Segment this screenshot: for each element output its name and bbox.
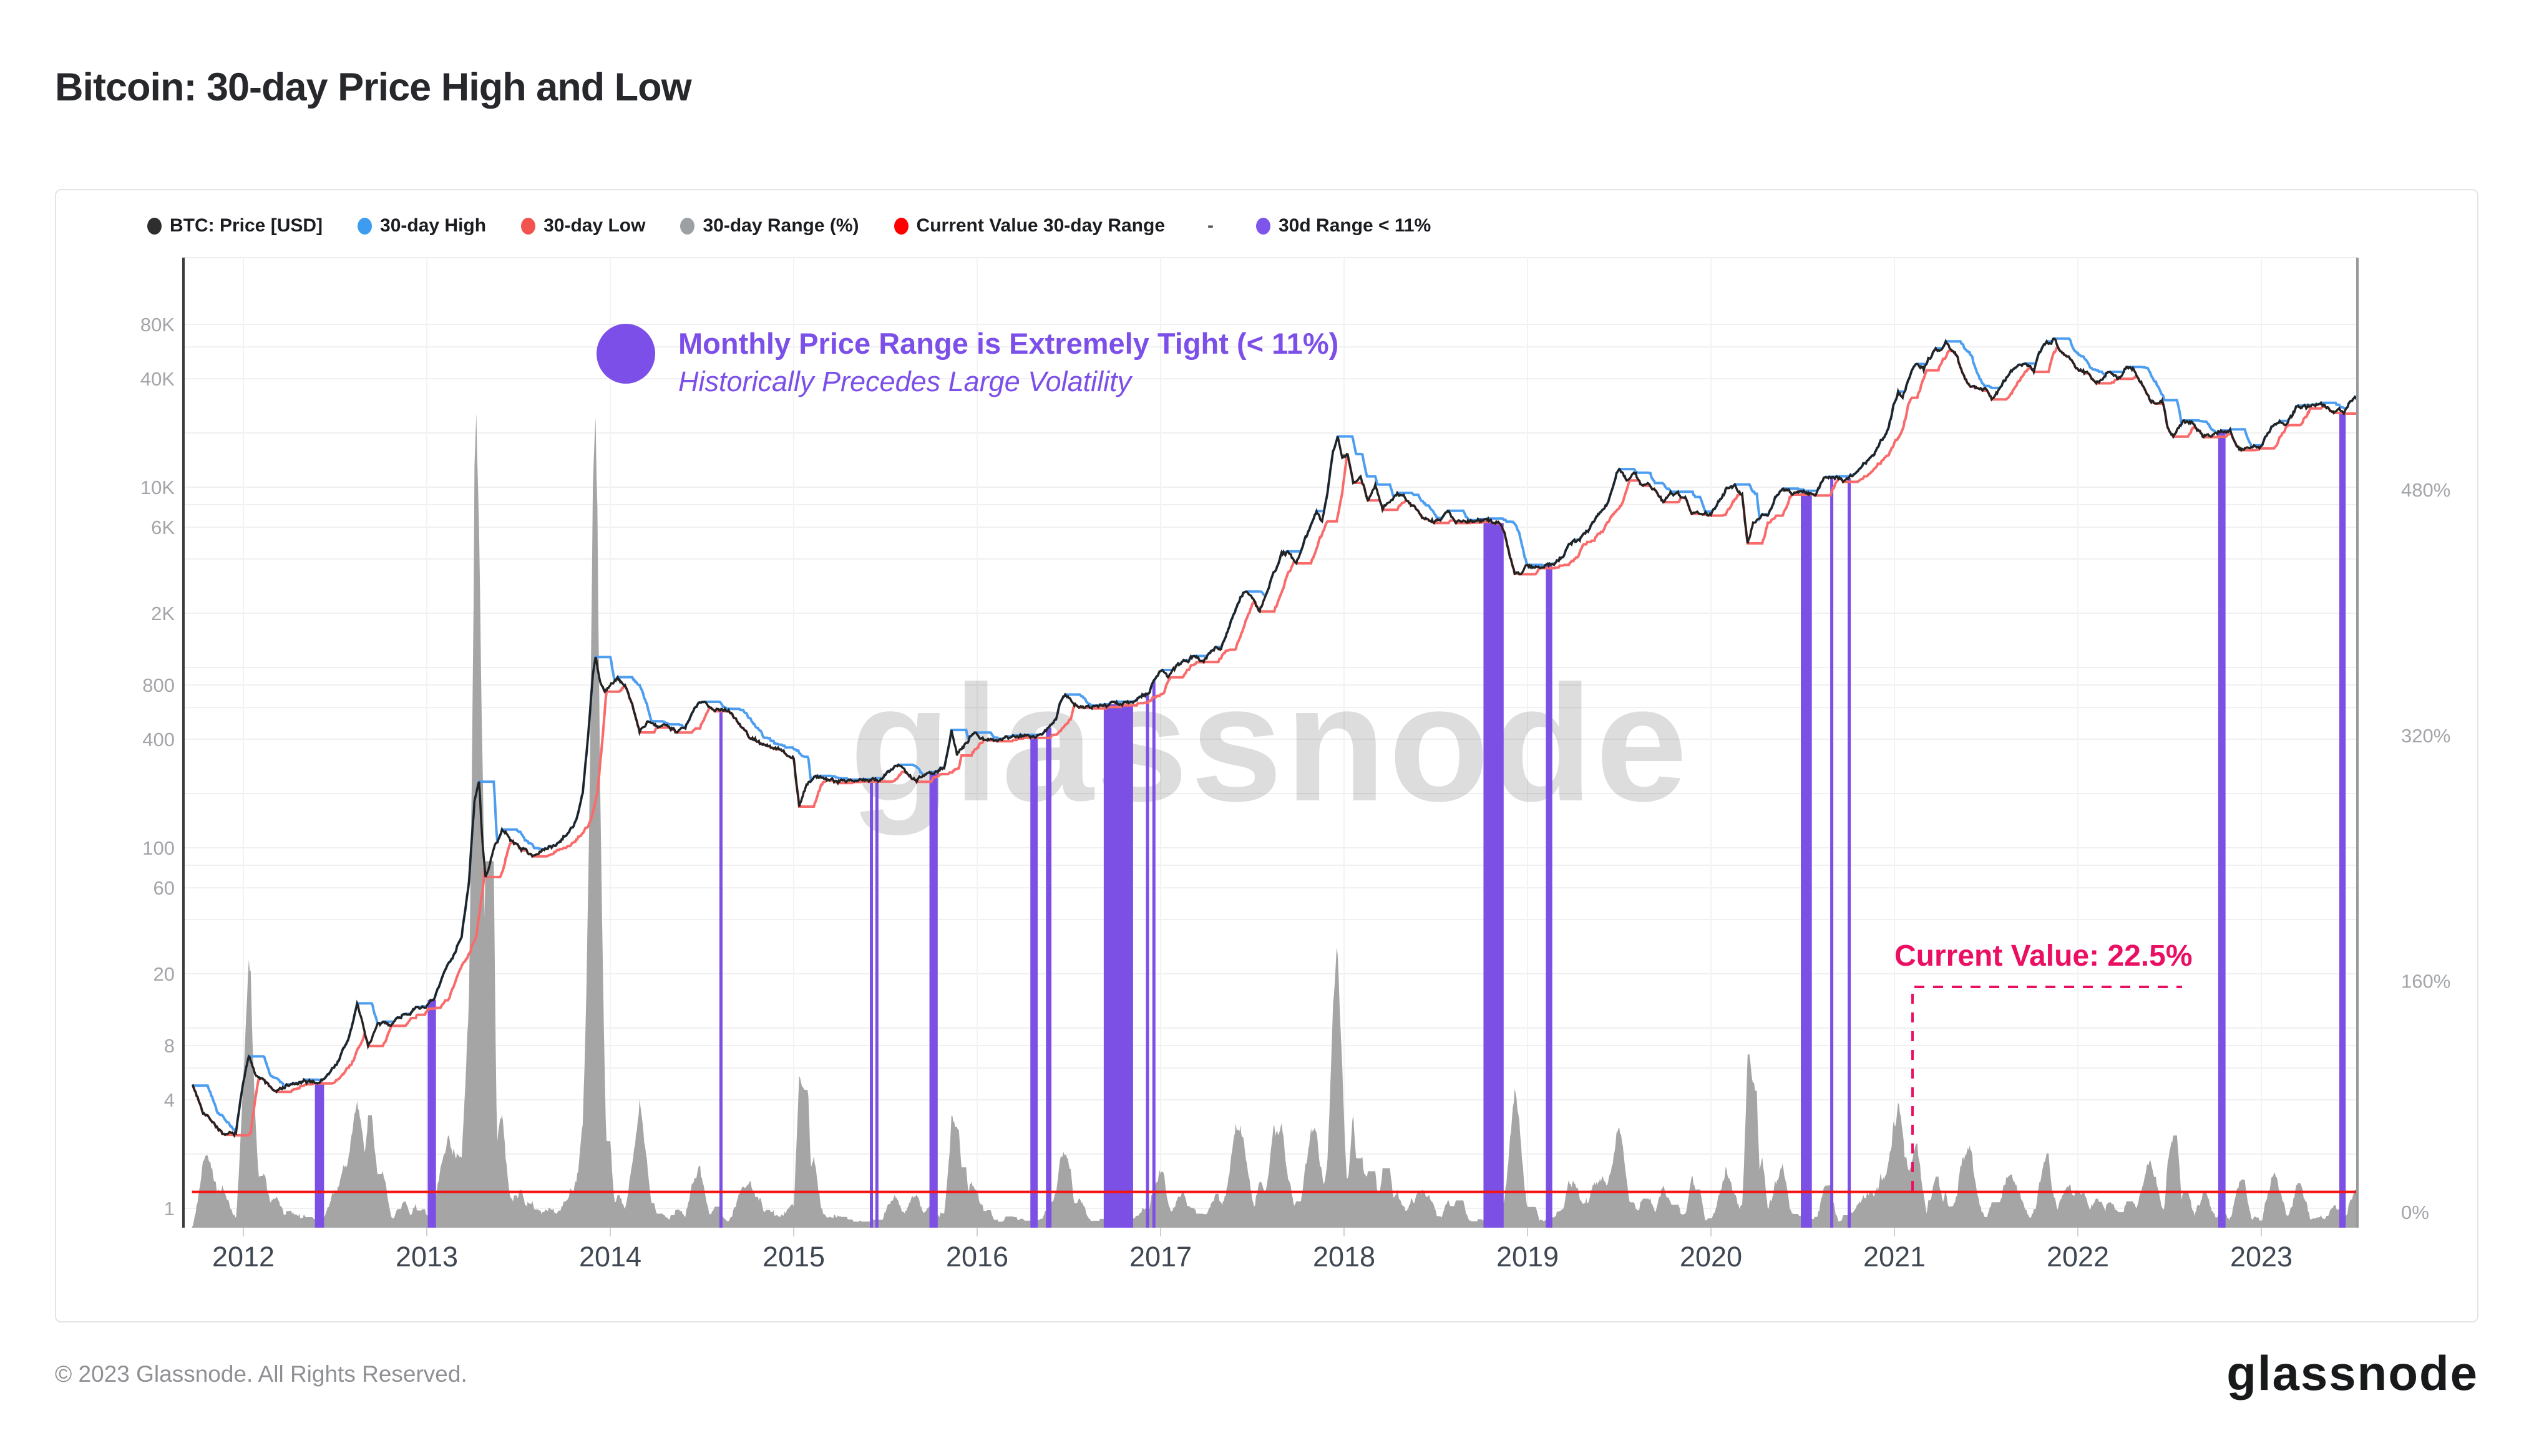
footer-copyright: © 2023 Glassnode. All Rights Reserved.	[55, 1361, 467, 1387]
x-tick-2023: 2023	[2230, 1241, 2293, 1273]
x-tick-2020: 2020	[1680, 1241, 1742, 1273]
x-tick-2021: 2021	[1863, 1241, 1926, 1273]
axis-labels-layer: 80K 40K 10K 6K 2K 800 400 100 60 20 8 4 1 480% 320% 160…	[140, 314, 2450, 1273]
page-title: Bitcoin: 30-day Price High and Low	[55, 66, 692, 110]
legend-separator: -	[1207, 215, 1214, 236]
legend-item-4[interactable]: Current Value 30-day Range	[894, 215, 1165, 236]
x-tick-2012: 2012	[212, 1241, 275, 1273]
legend-dot-icon	[1256, 217, 1270, 235]
y-right-tick-0%: 0%	[2401, 1201, 2429, 1223]
legend: BTC: Price [USD] 30-day High 30-day Low 30-…	[147, 215, 1431, 236]
current-value-leader-line	[1911, 986, 2182, 1191]
y-left-tick-8: 8	[164, 1035, 175, 1057]
x-tick-2016: 2016	[946, 1241, 1008, 1273]
legend-item-label: 30-day Range (%)	[703, 215, 859, 236]
x-tick-2022: 2022	[2047, 1241, 2109, 1273]
x-tick-2015: 2015	[763, 1241, 825, 1273]
x-tick-2017: 2017	[1129, 1241, 1192, 1273]
grid-layer	[183, 257, 2357, 1228]
y-left-tick-10K: 10K	[140, 477, 175, 498]
y-right-tick-480%: 480%	[2401, 479, 2450, 501]
legend-item-label: 30-day Low	[543, 215, 646, 236]
price-lines-layer	[191, 337, 2358, 1193]
tight-range-bars-layer	[314, 412, 2346, 1228]
legend-dot-icon	[147, 217, 162, 235]
glassnode-logo: glassnode	[2226, 1346, 2478, 1400]
legend-item-label: BTC: Price [USD]	[170, 215, 323, 236]
tight-range-annotation-line1: Monthly Price Range is Extremely Tight (…	[678, 327, 1338, 360]
legend-dot-icon	[521, 217, 536, 235]
x-tick-2019: 2019	[1496, 1241, 1559, 1273]
x-tick-2018: 2018	[1313, 1241, 1375, 1273]
y-left-tick-40K: 40K	[140, 368, 175, 390]
legend-item-0[interactable]: BTC: Price [USD]	[147, 215, 323, 236]
y-left-tick-800: 800	[142, 674, 175, 696]
plot-area-hover-region[interactable]	[183, 258, 2357, 1228]
current-value-label: Current Value: 22.5%	[1894, 939, 2193, 973]
y-left-tick-6K: 6K	[151, 517, 175, 538]
legend-item-label: Current Value 30-day Range	[916, 215, 1165, 236]
price-chart[interactable]: glassnode 80K40K10K6K2K80040010060208414…	[56, 190, 2477, 1321]
y-left-tick-1: 1	[164, 1198, 175, 1220]
legend-dot-icon	[358, 217, 373, 235]
y-right-tick-320%: 320%	[2401, 725, 2450, 747]
y-left-tick-2K: 2K	[151, 603, 175, 624]
tight-range-annotation-line2: Historically Precedes Large Volatility	[678, 366, 1133, 397]
legend-item-1[interactable]: 30-day High	[358, 215, 486, 236]
current-value-annotation: Current Value: 22.5%	[1894, 939, 2193, 1191]
x-tick-2013: 2013	[396, 1241, 458, 1273]
tight-range-dot-icon	[597, 324, 655, 384]
chart-card: BTC: Price [USD] 30-day High 30-day Low 30-…	[55, 189, 2478, 1323]
legend-item-label: 30d Range < 11%	[1279, 215, 1431, 236]
x-tick-2014: 2014	[579, 1241, 641, 1273]
y-left-tick-80K: 80K	[140, 314, 175, 336]
y-left-tick-100: 100	[142, 837, 175, 859]
legend-item-3[interactable]: 30-day Range (%)	[680, 215, 859, 236]
y-right-tick-160%: 160%	[2401, 970, 2450, 992]
legend-item-5[interactable]: 30d Range < 11%	[1256, 215, 1431, 236]
axes-layer	[182, 258, 2359, 1236]
y-left-tick-20: 20	[153, 963, 175, 985]
legend-item-2[interactable]: 30-day Low	[521, 215, 645, 236]
y-left-tick-400: 400	[142, 729, 175, 750]
legend-item-label: 30-day High	[380, 215, 487, 236]
y-left-tick-60: 60	[153, 877, 175, 899]
tight-range-annotation: Monthly Price Range is Extremely Tight (…	[597, 324, 1338, 397]
legend-dot-icon	[894, 217, 909, 235]
legend-dot-icon	[680, 217, 695, 235]
y-left-tick-4: 4	[164, 1089, 175, 1111]
